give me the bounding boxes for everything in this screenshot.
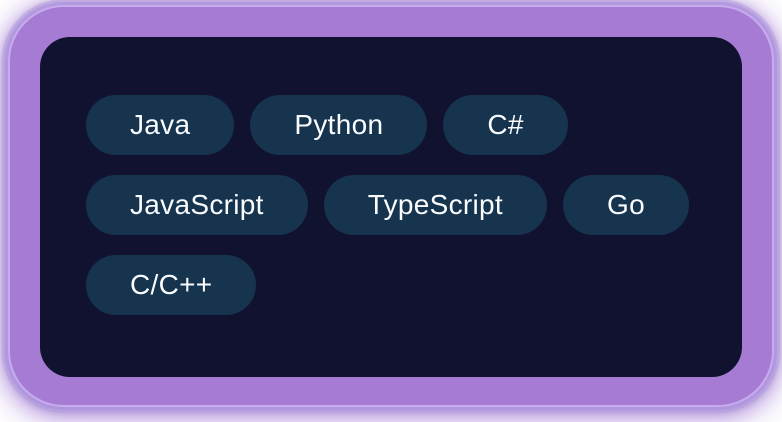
tag-pill-javascript[interactable]: JavaScript [86, 175, 308, 235]
purple-glow-frame: Java Python C# JavaScript TypeScript Go … [10, 7, 772, 405]
tag-row-3: C/C++ [86, 255, 696, 315]
tag-pill-typescript[interactable]: TypeScript [323, 175, 547, 235]
tag-pill-c-cpp[interactable]: C/C++ [86, 255, 257, 315]
tag-pill-go[interactable]: Go [563, 175, 689, 235]
tag-row-2: JavaScript TypeScript Go [86, 175, 696, 235]
tag-row-1: Java Python C# [86, 95, 696, 155]
tag-pill-python[interactable]: Python [250, 95, 428, 155]
tag-pill-csharp[interactable]: C# [443, 95, 568, 155]
language-tags-card: Java Python C# JavaScript TypeScript Go … [40, 37, 742, 377]
tag-pill-java[interactable]: Java [86, 95, 235, 155]
